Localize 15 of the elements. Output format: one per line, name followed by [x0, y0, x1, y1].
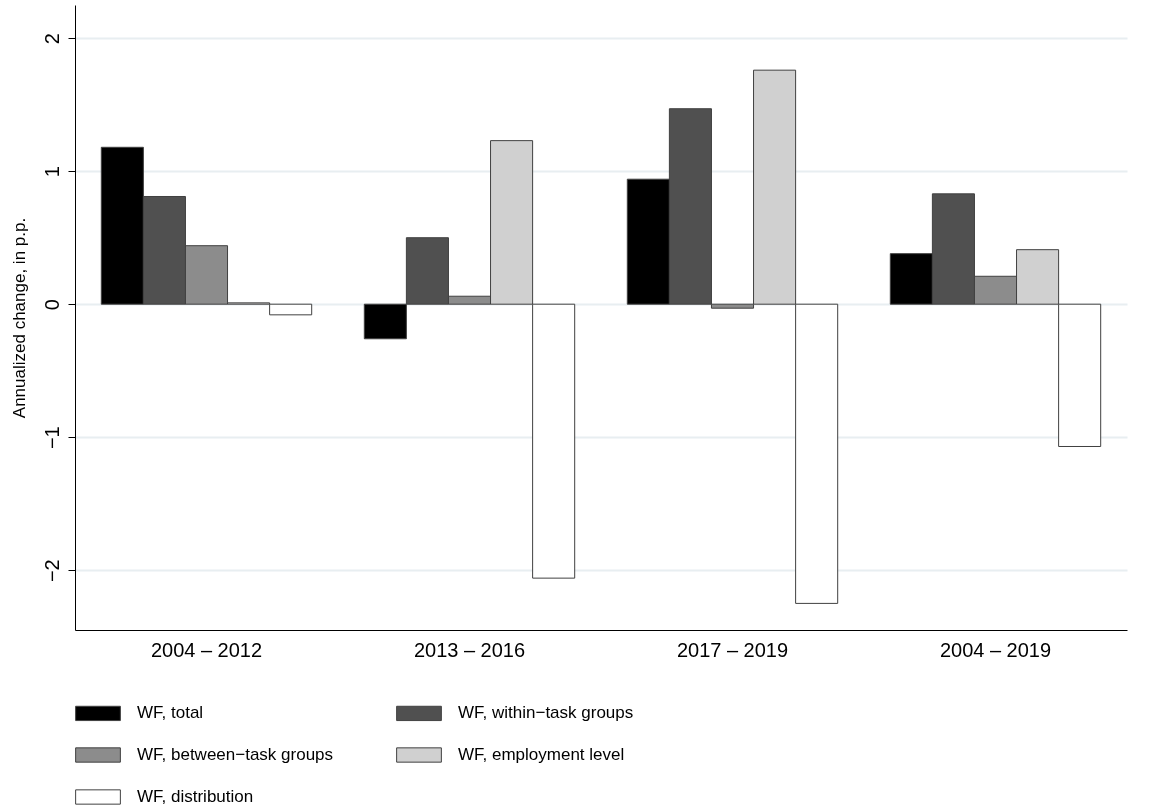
y-tick-label: −2 — [40, 559, 63, 583]
y-tick-label: 1 — [40, 166, 63, 178]
y-tick-label: −1 — [40, 426, 63, 450]
legend-label: WF, distribution — [137, 787, 254, 806]
legend-label: WF, within−task groups — [458, 703, 634, 723]
y-axis-title: Annualized change, in p.p. — [9, 217, 29, 419]
legend-label: WF, between−task groups — [137, 745, 334, 764]
legend-label: WF, total — [137, 703, 204, 723]
x-tick-label: 2004 – 2012 — [150, 638, 263, 661]
x-tick-label: 2004 – 2019 — [939, 638, 1052, 661]
y-tick-label: 2 — [40, 33, 63, 45]
x-tick-label: 2017 – 2019 — [676, 638, 789, 661]
legend-label: WF, employment level — [458, 745, 625, 764]
x-tick-label: 2013 – 2016 — [413, 638, 526, 661]
y-tick-label: 0 — [40, 299, 63, 311]
